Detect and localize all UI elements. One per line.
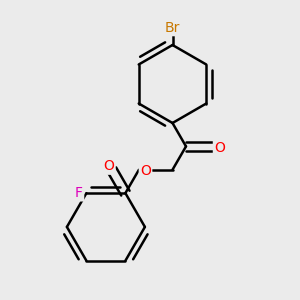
Text: O: O: [103, 160, 114, 173]
Text: O: O: [214, 141, 225, 155]
Text: Br: Br: [165, 21, 180, 35]
Text: F: F: [75, 186, 83, 200]
Text: O: O: [140, 164, 151, 178]
